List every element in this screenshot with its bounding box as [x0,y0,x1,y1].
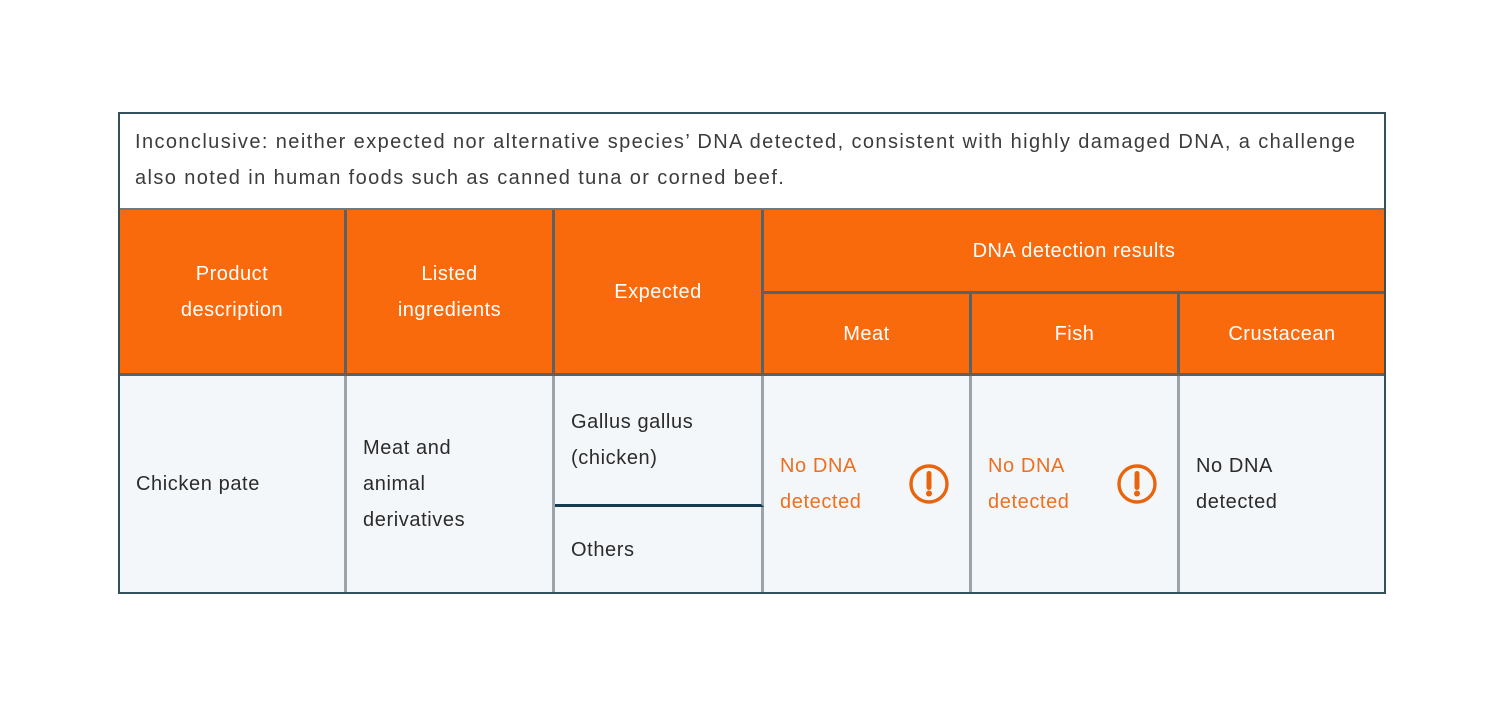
header-label-expected: Expected [614,280,702,303]
header-label-product-description: Product description [180,262,284,321]
expected-secondary-value: Others [571,538,635,561]
cell-fish-result: No DNA detected [972,376,1180,592]
dna-results-table: Inconclusive: neither expected nor alter… [118,112,1386,594]
expected-primary-value: Gallus gallus (chicken) [571,411,694,469]
crustacean-result-value: No DNA detected [1196,455,1278,513]
header-label-fish: Fish [1054,322,1095,345]
inconclusive-notice: Inconclusive: neither expected nor alter… [120,114,1384,210]
header-cell-listed-ingredients: Listed ingredients [347,210,555,376]
header-label-dna-detection-results: DNA detection results [972,239,1176,262]
cell-meat-result: No DNA detected [764,376,972,592]
header-label-meat: Meat [843,322,890,345]
header-cell-dna-detection-results: DNA detection results [764,210,1384,294]
exclamation-circle-icon [909,464,949,504]
header-cell-crustacean: Crustacean [1180,294,1384,376]
results-grid: Product description Listed ingredients E… [120,210,1384,592]
cell-product-description: Chicken pate [120,376,347,592]
header-cell-meat: Meat [764,294,972,376]
cell-expected-secondary: Others [555,507,764,592]
exclamation-circle-icon [1117,464,1157,504]
product-description-value: Chicken pate [136,473,260,495]
listed-ingredients-value: Meat and animal derivatives [363,437,466,531]
header-label-listed-ingredients: Listed ingredients [397,262,502,321]
meat-result-value: No DNA detected [780,455,862,513]
cell-crustacean-result: No DNA detected [1180,376,1384,592]
cell-listed-ingredients: Meat and animal derivatives [347,376,555,592]
cell-expected-primary: Gallus gallus (chicken) [555,376,764,507]
fish-result-value: No DNA detected [988,455,1070,513]
notice-text: Inconclusive: neither expected nor alter… [135,131,1357,189]
header-cell-expected: Expected [555,210,764,376]
header-label-crustacean: Crustacean [1228,322,1336,345]
header-cell-fish: Fish [972,294,1180,376]
header-cell-product-description: Product description [120,210,347,376]
